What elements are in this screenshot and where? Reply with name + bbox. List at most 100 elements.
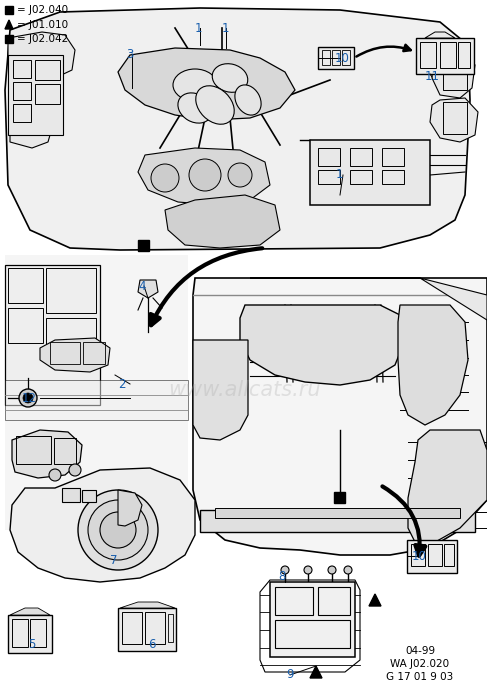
Bar: [270, 582, 355, 657]
Bar: [416, 38, 474, 74]
Polygon shape: [120, 602, 175, 608]
Circle shape: [151, 164, 179, 192]
Bar: [275, 587, 313, 615]
Text: 9: 9: [286, 668, 294, 682]
Bar: [458, 42, 470, 68]
Circle shape: [19, 389, 37, 407]
Bar: [332, 50, 340, 65]
Bar: [138, 240, 149, 251]
Bar: [5, 35, 13, 43]
Bar: [318, 47, 354, 69]
Circle shape: [344, 566, 352, 574]
Bar: [46, 318, 96, 363]
Polygon shape: [10, 468, 195, 582]
Bar: [382, 148, 404, 166]
Bar: [443, 102, 467, 134]
Polygon shape: [10, 608, 50, 615]
Bar: [46, 268, 96, 313]
Polygon shape: [165, 195, 280, 248]
Bar: [350, 170, 372, 184]
Text: 12: 12: [22, 391, 37, 405]
Bar: [54, 438, 76, 464]
Bar: [35, 60, 60, 80]
Bar: [16, 436, 51, 464]
Circle shape: [88, 500, 148, 560]
Bar: [12, 619, 28, 647]
Polygon shape: [118, 490, 142, 526]
Text: 6: 6: [148, 638, 155, 652]
Ellipse shape: [178, 93, 212, 123]
Text: 5: 5: [28, 638, 36, 652]
Bar: [8, 308, 43, 343]
Text: 2: 2: [118, 377, 126, 391]
Bar: [50, 342, 80, 364]
Bar: [428, 544, 442, 566]
Circle shape: [328, 566, 336, 574]
Text: = J01.010: = J01.010: [17, 20, 68, 29]
Polygon shape: [398, 305, 468, 425]
Bar: [8, 615, 52, 653]
Polygon shape: [425, 32, 455, 38]
Bar: [322, 50, 330, 65]
Bar: [350, 148, 372, 166]
Text: www.allcats.ru: www.allcats.ru: [169, 380, 321, 400]
Polygon shape: [408, 430, 487, 545]
Polygon shape: [193, 278, 487, 555]
Text: 10: 10: [335, 52, 350, 64]
Bar: [5, 265, 100, 405]
Polygon shape: [193, 340, 248, 440]
Bar: [334, 492, 345, 503]
Bar: [13, 104, 31, 122]
Circle shape: [189, 159, 221, 191]
Bar: [200, 510, 475, 532]
Circle shape: [69, 464, 81, 476]
Polygon shape: [5, 8, 470, 250]
Bar: [13, 60, 31, 78]
Ellipse shape: [235, 85, 261, 115]
Text: 8: 8: [278, 570, 285, 582]
Polygon shape: [310, 666, 322, 678]
Bar: [5, 6, 13, 14]
Bar: [62, 488, 80, 502]
Text: WA J02.020: WA J02.020: [391, 659, 450, 669]
Bar: [145, 612, 165, 644]
Ellipse shape: [173, 69, 217, 101]
Bar: [8, 55, 63, 135]
Polygon shape: [432, 50, 475, 98]
Polygon shape: [138, 148, 270, 205]
Text: 4: 4: [138, 279, 146, 293]
Text: 11: 11: [425, 71, 440, 83]
Bar: [168, 614, 173, 642]
Ellipse shape: [196, 86, 234, 124]
Polygon shape: [10, 112, 52, 148]
Circle shape: [78, 490, 158, 570]
Text: 1: 1: [336, 169, 343, 181]
Text: 1: 1: [195, 22, 203, 34]
Polygon shape: [138, 280, 158, 298]
Bar: [318, 170, 340, 184]
Polygon shape: [5, 255, 188, 530]
Polygon shape: [5, 20, 13, 29]
Bar: [310, 140, 430, 205]
Text: 1: 1: [222, 22, 229, 34]
Bar: [411, 544, 425, 566]
Bar: [443, 58, 467, 90]
Bar: [318, 148, 340, 166]
Polygon shape: [10, 78, 50, 112]
Bar: [35, 84, 60, 104]
Polygon shape: [8, 32, 75, 78]
Bar: [444, 544, 454, 566]
Polygon shape: [40, 338, 110, 372]
Polygon shape: [5, 380, 188, 420]
Circle shape: [100, 512, 136, 548]
Circle shape: [281, 566, 289, 574]
Bar: [420, 42, 436, 68]
Polygon shape: [369, 594, 381, 606]
Ellipse shape: [212, 64, 248, 92]
Circle shape: [49, 469, 61, 481]
Bar: [13, 82, 31, 100]
Bar: [407, 540, 457, 573]
Text: 04-99: 04-99: [405, 646, 435, 656]
Text: 3: 3: [126, 48, 133, 62]
Bar: [30, 619, 46, 647]
